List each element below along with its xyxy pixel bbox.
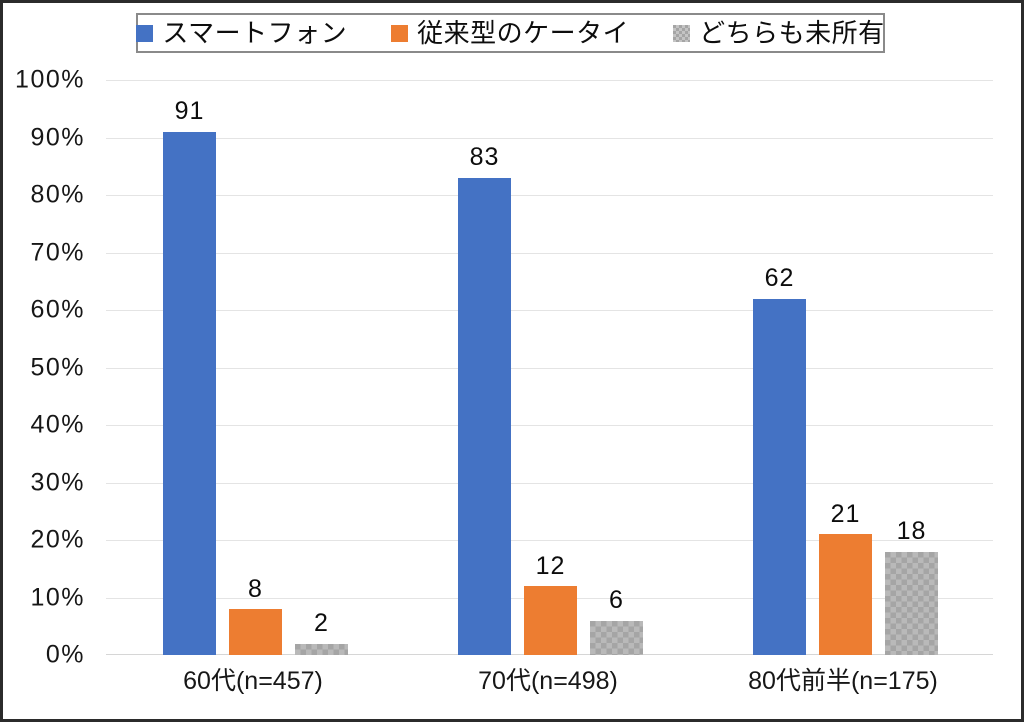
legend-swatch-smartphone-icon — [136, 24, 154, 42]
plot-area: 91 8 2 83 12 6 62 21 18 — [106, 80, 993, 655]
bar-group-80s: 62 21 18 — [753, 80, 996, 655]
gridline-40 — [106, 425, 993, 426]
bar-label-60s-featurephone: 8 — [248, 575, 263, 603]
gridline-60 — [106, 310, 993, 311]
legend-swatch-featurephone-icon — [391, 24, 409, 42]
y-axis-tick-60: 60% — [30, 295, 85, 324]
gridline-30 — [106, 482, 993, 484]
y-axis-tick-0: 0% — [45, 640, 85, 669]
gridline-50 — [106, 367, 993, 369]
legend-label-featurephone: 従来型のケータイ — [417, 18, 630, 48]
legend-label-neither: どちらも未所有 — [699, 18, 885, 48]
legend-entry-neither[interactable]: どちらも未所有 — [673, 20, 885, 46]
y-axis-tick-90: 90% — [30, 123, 85, 151]
x-axis-tick-80s: 80代前半(n=175) — [748, 667, 938, 695]
y-axis-tick-10: 10% — [30, 583, 85, 611]
bar-70s-smartphone[interactable] — [458, 177, 511, 655]
y-axis-tick-40: 40% — [30, 410, 85, 439]
gridline-80 — [106, 195, 993, 196]
bar-70s-neither[interactable] — [590, 620, 643, 655]
bar-label-60s-smartphone: 91 — [174, 97, 205, 125]
bar-60s-neither[interactable] — [295, 643, 348, 655]
y-axis-tick-100: 100% — [15, 65, 85, 94]
bar-label-80s-featurephone: 21 — [830, 500, 861, 528]
bar-60s-featurephone[interactable] — [229, 609, 282, 655]
chart-legend: スマートフォン 従来型のケータイ どちらも未所有 — [136, 13, 885, 53]
x-axis-tick-70s: 70代(n=498) — [478, 667, 618, 695]
bar-70s-featurephone[interactable] — [524, 586, 577, 655]
y-axis-tick-50: 50% — [30, 353, 85, 381]
gridline-90 — [106, 137, 993, 139]
bar-60s-smartphone[interactable] — [163, 131, 216, 655]
gridline-100 — [106, 80, 993, 81]
bar-label-80s-smartphone: 62 — [764, 264, 795, 292]
x-axis-tick-60s: 60代(n=457) — [183, 667, 323, 695]
bar-label-60s-neither: 2 — [314, 609, 329, 637]
gridline-20 — [106, 540, 993, 541]
bar-80s-featurephone[interactable] — [819, 534, 872, 655]
legend-swatch-neither-icon — [673, 24, 691, 42]
y-axis-tick-80: 80% — [30, 180, 85, 209]
legend-entry-featurephone[interactable]: 従来型のケータイ — [391, 20, 629, 46]
gridline-70 — [106, 252, 993, 254]
bar-group-70s: 83 12 6 — [458, 80, 701, 655]
bar-label-70s-featurephone: 12 — [535, 552, 566, 580]
bar-group-60s: 91 8 2 — [163, 80, 406, 655]
y-axis-tick-20: 20% — [30, 525, 85, 554]
bar-label-80s-neither: 18 — [896, 517, 927, 545]
bar-80s-neither[interactable] — [885, 551, 938, 655]
legend-label-smartphone: スマートフォン — [162, 18, 348, 48]
y-axis-tick-30: 30% — [30, 468, 85, 496]
legend-entry-smartphone[interactable]: スマートフォン — [136, 20, 347, 46]
y-axis-tick-70: 70% — [30, 238, 85, 266]
bar-label-70s-neither: 6 — [609, 586, 624, 614]
bar-label-70s-smartphone: 83 — [469, 143, 500, 171]
bar-80s-smartphone[interactable] — [753, 298, 806, 655]
